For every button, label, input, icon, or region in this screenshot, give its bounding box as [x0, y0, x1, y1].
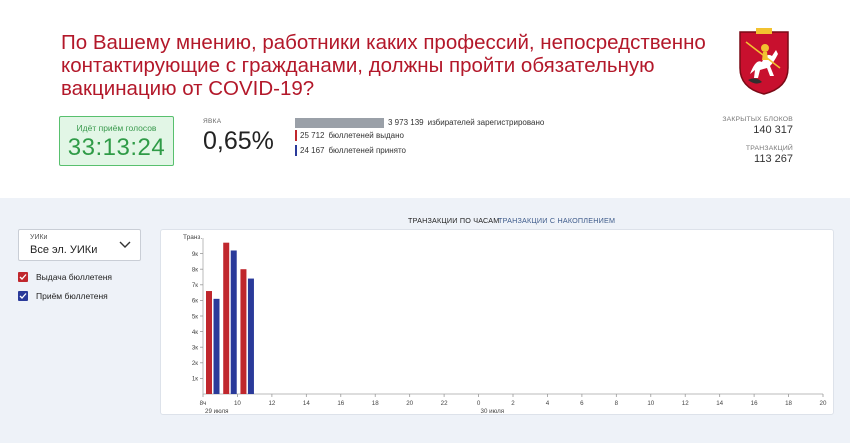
bar-issue	[240, 269, 247, 394]
y-tick-label: 2к	[192, 360, 198, 367]
checkbox-checked-icon	[18, 272, 28, 282]
legend-issue-checkbox[interactable]: Выдача бюллетеня	[18, 272, 112, 282]
transactions: ТРАНЗАКЦИЙ 113 267	[746, 145, 793, 165]
uik-select-label: УИКи	[30, 234, 48, 241]
x-tick-label: 2	[511, 400, 515, 407]
x-tick-label: 18	[785, 400, 792, 407]
closed-blocks-value: 140 317	[753, 124, 793, 136]
stat-registered-text: избирателей зарегистрировано	[427, 118, 545, 127]
x-tick-label: 10	[234, 400, 241, 407]
x-tick-label: 4	[546, 400, 550, 407]
bar-issue	[206, 291, 212, 394]
stat-issued-text: бюллетеней выдано	[328, 131, 404, 140]
uik-select[interactable]: УИКи Все эл. УИКи	[18, 229, 141, 261]
stat-registered-value: 3 973 139	[388, 118, 424, 127]
stat-issued-value: 25 712	[300, 131, 325, 140]
voting-status-label: Идёт приём голосов	[76, 123, 157, 133]
x-tick-label: 10	[647, 400, 654, 407]
transactions-value: 113 267	[754, 153, 793, 165]
issued-marker	[295, 130, 297, 141]
accepted-marker	[295, 145, 297, 156]
stat-accepted-text: бюллетеней принято	[328, 146, 406, 155]
y-tick-label: 6к	[192, 298, 198, 305]
turnout-value: 0,65%	[203, 127, 274, 155]
bar-accept	[247, 278, 254, 394]
header-panel: По Вашему мнению, работники каких профес…	[0, 0, 850, 198]
closed-blocks: ЗАКРЫТЫХ БЛОКОВ 140 317	[722, 116, 793, 136]
chart-tabs: ТРАНЗАКЦИИ ПО ЧАСАМ ТРАНЗАКЦИИ С НАКОПЛЕ…	[0, 216, 850, 228]
y-tick-label: 4к	[192, 329, 198, 336]
x-tick-label: 16	[751, 400, 758, 407]
bar-accept	[230, 250, 237, 394]
chevron-down-icon	[119, 241, 131, 248]
x-tick-label: 16	[337, 400, 344, 407]
y-tick-label: 3к	[192, 345, 198, 352]
y-tick-label: 7к	[192, 282, 198, 289]
x-tick-label: 22	[441, 400, 448, 407]
voting-timer: 33:13:24	[67, 134, 166, 161]
y-tick-label: 8к	[192, 267, 198, 274]
x-tick-label: 18	[372, 400, 379, 407]
voting-status-box: Идёт приём голосов 33:13:24	[59, 116, 174, 166]
stat-accepted-value: 24 167	[300, 146, 325, 155]
moscow-coat-of-arms-icon	[739, 28, 789, 95]
registered-bar	[295, 117, 384, 128]
legend-accept-label: Приём бюллетеня	[36, 291, 108, 301]
stat-accepted: 24 167 бюллетеней принято	[295, 145, 406, 156]
tab-cumulative[interactable]: ТРАНЗАКЦИИ С НАКОПЛЕНИЕМ	[498, 216, 616, 225]
page-title: По Вашему мнению, работники каких профес…	[61, 31, 706, 100]
stat-registered: 3 973 139 избирателей зарегистрировано	[295, 117, 544, 128]
transactions-chart: Транз. 1к 2к 3к 4к 5к 6к 7к 8к 9к 8ч 10 12 14 16 18 20 22…	[160, 229, 834, 415]
x-tick-label: 14	[716, 400, 723, 407]
x-tick-label: 8	[615, 400, 619, 407]
checkbox-checked-icon	[18, 291, 28, 301]
uik-select-value: Все эл. УИКи	[30, 244, 98, 256]
x-tick-label: 20	[820, 400, 827, 407]
y-tick-label: 1к	[192, 376, 198, 383]
closed-blocks-label: ЗАКРЫТЫХ БЛОКОВ	[722, 116, 793, 123]
y-axis-label: Транз.	[183, 234, 202, 241]
x-tick-label: 0	[477, 400, 481, 407]
x-tick-label: 8ч	[200, 400, 207, 407]
legend-accept-checkbox[interactable]: Приём бюллетеня	[18, 291, 108, 301]
y-tick-label: 9к	[192, 251, 198, 258]
x-tick-label: 6	[580, 400, 584, 407]
x-tick-label: 20	[406, 400, 413, 407]
transactions-label: ТРАНЗАКЦИЙ	[745, 145, 793, 152]
bar-issue	[223, 242, 230, 394]
y-tick-label: 5к	[192, 313, 198, 320]
x-date-label: 29 июля	[205, 408, 229, 414]
x-tick-label: 14	[303, 400, 310, 407]
bar-accept	[213, 298, 220, 394]
tab-hourly[interactable]: ТРАНЗАКЦИИ ПО ЧАСАМ	[408, 216, 500, 225]
turnout-label: ЯВКА	[203, 118, 222, 125]
x-date-label: 30 июля	[481, 408, 505, 414]
x-tick-label: 12	[682, 400, 689, 407]
stat-issued: 25 712 бюллетеней выдано	[295, 130, 404, 141]
legend-issue-label: Выдача бюллетеня	[36, 272, 113, 282]
x-tick-label: 12	[268, 400, 275, 407]
